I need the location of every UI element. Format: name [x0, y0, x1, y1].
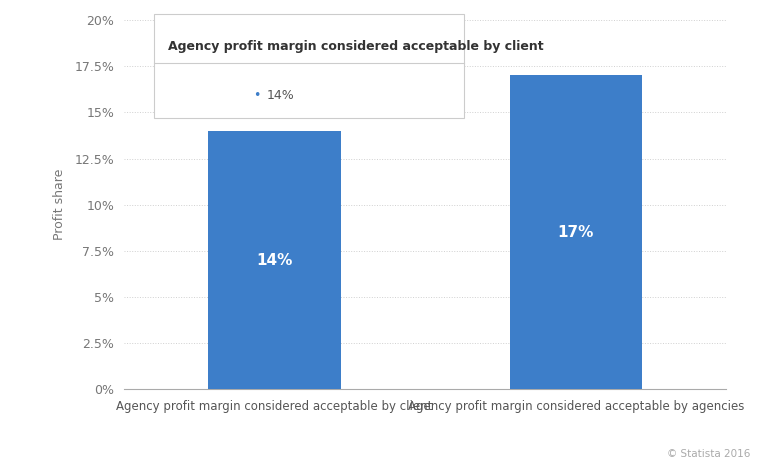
Text: Agency profit margin considered acceptable by client: Agency profit margin considered acceptab…	[168, 40, 543, 53]
Y-axis label: Profit share: Profit share	[53, 169, 66, 240]
Text: •: •	[254, 89, 261, 102]
Text: 14%: 14%	[267, 89, 295, 102]
Text: © Statista 2016: © Statista 2016	[668, 449, 751, 459]
Text: 14%: 14%	[257, 252, 293, 267]
Bar	[510, 75, 642, 389]
Bar	[208, 131, 341, 389]
Text: 17%: 17%	[558, 225, 594, 240]
